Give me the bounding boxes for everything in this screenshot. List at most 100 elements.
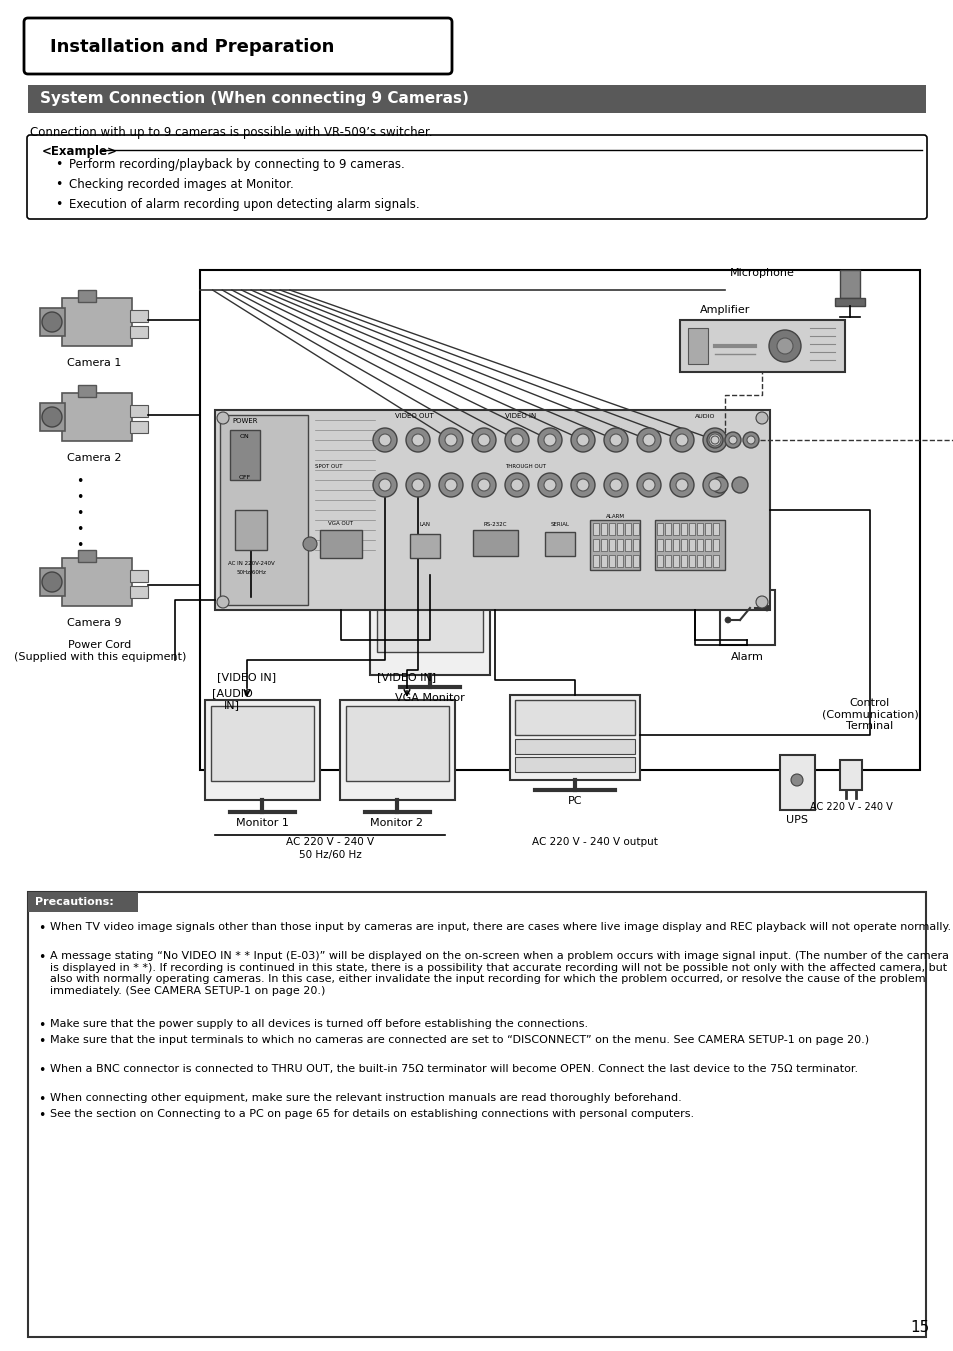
Bar	[515, 700, 635, 735]
Text: OFF: OFF	[238, 476, 251, 480]
Text: 50 Hz/60 Hz: 50 Hz/60 Hz	[298, 850, 361, 861]
Bar	[679, 320, 844, 372]
Circle shape	[768, 330, 801, 362]
Circle shape	[406, 428, 430, 453]
Circle shape	[577, 434, 588, 446]
Bar	[40, 567, 65, 596]
Text: When a BNC connector is connected to THRU OUT, the built-in 75Ω terminator will : When a BNC connector is connected to THR…	[50, 1065, 858, 1074]
Text: System Connection (When connecting 9 Cameras): System Connection (When connecting 9 Cam…	[40, 92, 468, 107]
Circle shape	[637, 473, 660, 497]
Bar	[130, 570, 148, 582]
Text: •: •	[38, 1093, 46, 1106]
Bar	[617, 523, 622, 535]
Circle shape	[731, 477, 747, 493]
Bar	[697, 555, 702, 567]
Circle shape	[776, 338, 792, 354]
Text: •: •	[76, 490, 84, 504]
Bar	[672, 523, 679, 535]
Text: Camera 1: Camera 1	[67, 358, 121, 367]
Text: •: •	[38, 1035, 46, 1048]
Bar	[28, 892, 138, 912]
Bar	[697, 523, 702, 535]
Circle shape	[477, 480, 490, 490]
Circle shape	[373, 473, 396, 497]
Text: Monitor 1: Monitor 1	[235, 817, 288, 828]
Bar	[28, 85, 925, 113]
Bar	[376, 582, 482, 653]
Bar	[515, 739, 635, 754]
Bar	[78, 290, 96, 303]
Text: Camera 2: Camera 2	[67, 453, 121, 463]
Circle shape	[571, 473, 595, 497]
Bar	[664, 523, 670, 535]
Circle shape	[412, 434, 423, 446]
Text: SPOT OUT: SPOT OUT	[314, 463, 342, 469]
Text: When TV video image signals other than those input by cameras are input, there a: When TV video image signals other than t…	[50, 921, 950, 932]
Text: Checking recorded images at Monitor.: Checking recorded images at Monitor.	[69, 178, 294, 190]
Text: Control
(Communication)
Terminal: Control (Communication) Terminal	[821, 698, 918, 731]
FancyBboxPatch shape	[27, 135, 926, 219]
Text: Connection with up to 9 cameras is possible with VR-509’s switcher.: Connection with up to 9 cameras is possi…	[30, 126, 432, 139]
Text: •: •	[38, 1019, 46, 1032]
Bar	[712, 555, 719, 567]
Circle shape	[406, 473, 430, 497]
Text: Power Cord
(Supplied with this equipment): Power Cord (Supplied with this equipment…	[13, 640, 186, 662]
Circle shape	[42, 312, 62, 332]
Bar	[589, 520, 639, 570]
Bar	[593, 523, 598, 535]
Text: •: •	[38, 951, 46, 965]
Text: Camera 9: Camera 9	[67, 617, 121, 628]
Text: VGA OUT: VGA OUT	[328, 521, 354, 526]
Text: •: •	[76, 476, 84, 488]
Circle shape	[543, 434, 556, 446]
Circle shape	[472, 473, 496, 497]
Circle shape	[746, 436, 754, 444]
Bar	[780, 755, 814, 811]
Bar	[593, 555, 598, 567]
Text: THROUGH OUT: THROUGH OUT	[504, 463, 545, 469]
Text: LAN: LAN	[419, 521, 430, 527]
Circle shape	[669, 428, 693, 453]
Text: Precautions:: Precautions:	[35, 897, 113, 907]
Bar	[130, 326, 148, 338]
Bar	[633, 555, 639, 567]
Bar	[840, 270, 859, 299]
Text: Installation and Preparation: Installation and Preparation	[50, 38, 334, 55]
Circle shape	[706, 432, 722, 449]
Bar	[78, 385, 96, 397]
Bar	[130, 422, 148, 434]
Bar	[608, 523, 615, 535]
Bar	[40, 403, 65, 431]
Circle shape	[577, 480, 588, 490]
Bar	[346, 707, 449, 781]
Bar	[680, 555, 686, 567]
Bar	[515, 757, 635, 771]
Bar	[664, 539, 670, 551]
Text: •: •	[55, 199, 62, 211]
Circle shape	[702, 428, 726, 453]
Text: •: •	[76, 523, 84, 536]
Bar	[28, 892, 925, 1337]
Circle shape	[742, 432, 759, 449]
Circle shape	[755, 412, 767, 424]
Bar	[617, 539, 622, 551]
Bar	[473, 530, 517, 557]
Text: [AUDIO
IN]: [AUDIO IN]	[212, 688, 253, 709]
Circle shape	[543, 480, 556, 490]
Circle shape	[444, 480, 456, 490]
Text: See the section on Connecting to a PC on page 65 for details on establishing con: See the section on Connecting to a PC on…	[50, 1109, 694, 1119]
Circle shape	[42, 407, 62, 427]
Bar	[130, 586, 148, 598]
Text: ALARM: ALARM	[605, 513, 624, 519]
Bar	[544, 532, 575, 557]
Bar	[608, 539, 615, 551]
Circle shape	[444, 434, 456, 446]
Bar	[510, 694, 639, 780]
Text: •: •	[76, 539, 84, 553]
Bar	[688, 555, 695, 567]
Bar	[687, 328, 707, 363]
Text: When connecting other equipment, make sure the relevant instruction manuals are : When connecting other equipment, make su…	[50, 1093, 681, 1102]
Bar	[600, 523, 606, 535]
Bar	[680, 523, 686, 535]
Text: Alarm: Alarm	[730, 653, 762, 662]
